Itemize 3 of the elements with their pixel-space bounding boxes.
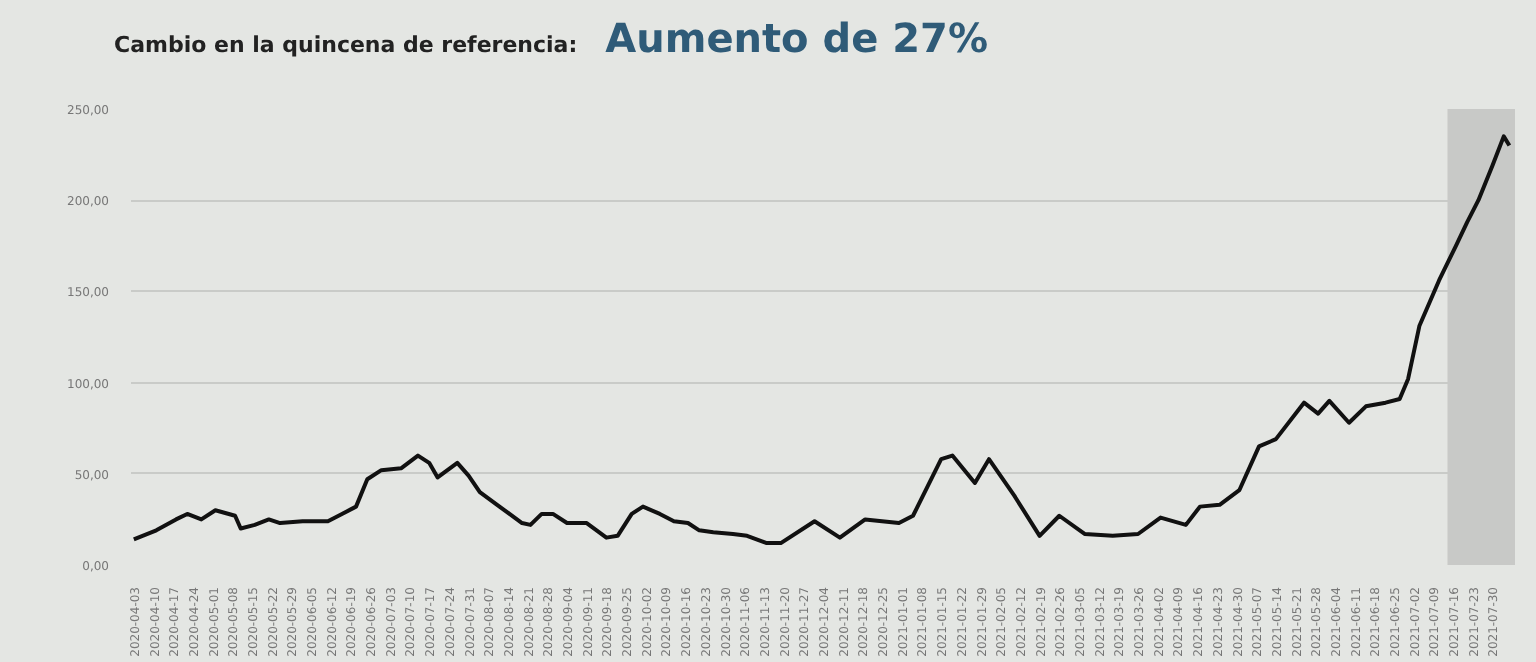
- chart-subtitle: Aumento de 27%: [605, 12, 988, 66]
- chart-title: Cambio en la quincena de referencia:: [114, 30, 578, 62]
- line-series: [131, 134, 1512, 546]
